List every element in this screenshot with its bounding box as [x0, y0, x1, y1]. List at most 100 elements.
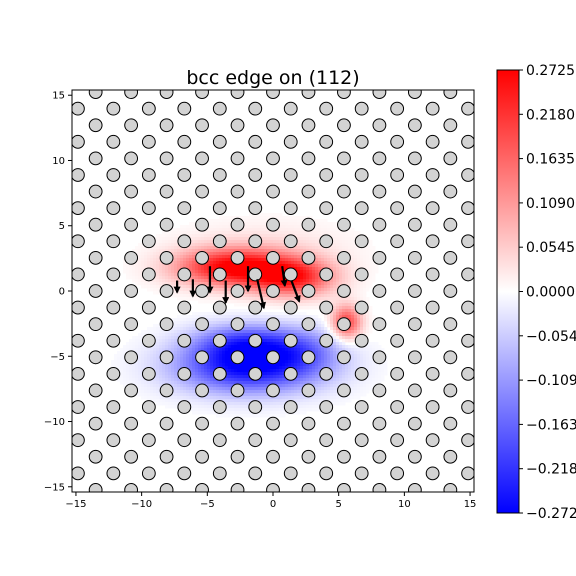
field-cell-2238 [246, 360, 250, 364]
field-cell-2842 [273, 375, 277, 379]
field-cell-4019 [330, 264, 334, 268]
field-cell-4551 [357, 282, 361, 286]
field-cell-1518 [213, 354, 217, 358]
field-cell-3679 [312, 351, 316, 355]
atom-14 [177, 466, 192, 481]
field-cell-4392 [348, 306, 352, 310]
field-cell-4425 [351, 234, 355, 238]
field-cell-2462 [258, 231, 262, 235]
field-cell-1033 [189, 369, 193, 373]
field-cell-3007 [282, 267, 286, 271]
atom-120 [266, 317, 280, 332]
field-cell-4541 [357, 252, 361, 256]
field-cell-3053 [282, 408, 286, 412]
field-cell-4306 [342, 399, 346, 403]
field-cell-2474 [258, 267, 262, 271]
field-cell-3156 [288, 324, 292, 328]
field-cell-1542 [216, 231, 220, 235]
field-cell-3728 [315, 306, 319, 310]
field-cell-1075 [192, 318, 196, 322]
field-cell-1824 [228, 297, 232, 301]
field-cell-1770 [225, 336, 229, 340]
field-cell-2698 [267, 345, 271, 349]
field-cell-58 [126, 270, 130, 274]
field-cell-1922 [231, 402, 235, 406]
field-cell-119 [132, 348, 136, 352]
field-cell-3006 [282, 264, 286, 268]
field-cell-422 [156, 273, 160, 277]
field-cell-1803 [228, 234, 232, 238]
field-cell-1149 [195, 360, 199, 364]
field-cell-3255 [294, 228, 298, 232]
field-cell-2786 [270, 408, 274, 412]
field-cell-414 [156, 249, 160, 253]
field-cell-1637 [219, 327, 223, 331]
field-cell-3066 [285, 246, 289, 250]
field-cell-800 [177, 357, 181, 361]
field-cell-230 [141, 369, 145, 373]
field-cell-3711 [315, 255, 319, 259]
field-cell-4113 [333, 360, 337, 364]
field-cell-1553 [216, 264, 220, 268]
field-cell-3592 [309, 270, 313, 274]
field-cell-2032 [237, 336, 241, 340]
field-cell-1441 [210, 312, 214, 316]
field-cell-989 [189, 222, 193, 226]
field-cell-3552 [306, 345, 310, 349]
field-cell-2979 [279, 384, 283, 388]
field-cell-390 [153, 345, 157, 349]
field-cell-4203 [339, 267, 343, 271]
field-cell-4118 [333, 375, 337, 379]
field-cell-2821 [273, 312, 277, 316]
field-cell-2656 [267, 216, 271, 220]
field-cell-2112 [240, 378, 244, 382]
field-cell-440 [156, 357, 160, 361]
field-cell-1500 [213, 294, 217, 298]
field-cell-495 [159, 378, 163, 382]
field-cell-2639 [264, 369, 268, 373]
field-cell-2683 [267, 297, 271, 301]
field-cell-2175 [243, 369, 247, 373]
field-cell-3476 [303, 306, 307, 310]
field-cell-1044 [189, 402, 193, 406]
field-cell-2782 [270, 396, 274, 400]
field-cell-1791 [225, 399, 229, 403]
field-cell-4127 [333, 402, 337, 406]
field-cell-923 [183, 384, 187, 388]
field-cell-193 [138, 369, 142, 373]
field-cell-1635 [219, 321, 223, 325]
field-cell-284 [147, 255, 151, 259]
field-cell-645 [168, 375, 172, 379]
field-cell-3024 [282, 321, 286, 325]
field-cell-2383 [252, 396, 256, 400]
field-cell-358 [150, 384, 154, 388]
field-cell-2773 [270, 369, 274, 373]
field-cell-4496 [354, 282, 358, 286]
field-cell-2081 [240, 282, 244, 286]
field-cell-3333 [297, 267, 301, 271]
field-cell-4562 [357, 315, 361, 319]
field-cell-1910 [231, 366, 235, 370]
field-cell-3455 [303, 243, 307, 247]
field-cell-62 [126, 345, 130, 349]
field-cell-1976 [234, 366, 238, 370]
field-cell-1346 [204, 399, 208, 403]
field-cell-2935 [279, 249, 283, 253]
field-cell-796 [177, 345, 181, 349]
field-cell-3388 [300, 237, 304, 241]
field-cell-1926 [231, 414, 235, 418]
field-cell-2598 [264, 243, 268, 247]
field-cell-942 [186, 255, 190, 259]
field-cell-4651 [363, 264, 367, 268]
field-cell-3964 [327, 282, 331, 286]
field-cell-1340 [204, 381, 208, 385]
field-cell-2226 [246, 324, 250, 328]
field-cell-1613 [219, 249, 223, 253]
field-cell-4119 [333, 378, 337, 382]
field-cell-3395 [300, 258, 304, 262]
field-cell-217 [141, 330, 145, 334]
field-cell-644 [168, 372, 172, 376]
field-cell-1629 [219, 297, 223, 301]
field-cell-4416 [348, 381, 352, 385]
field-cell-4092 [333, 297, 337, 301]
